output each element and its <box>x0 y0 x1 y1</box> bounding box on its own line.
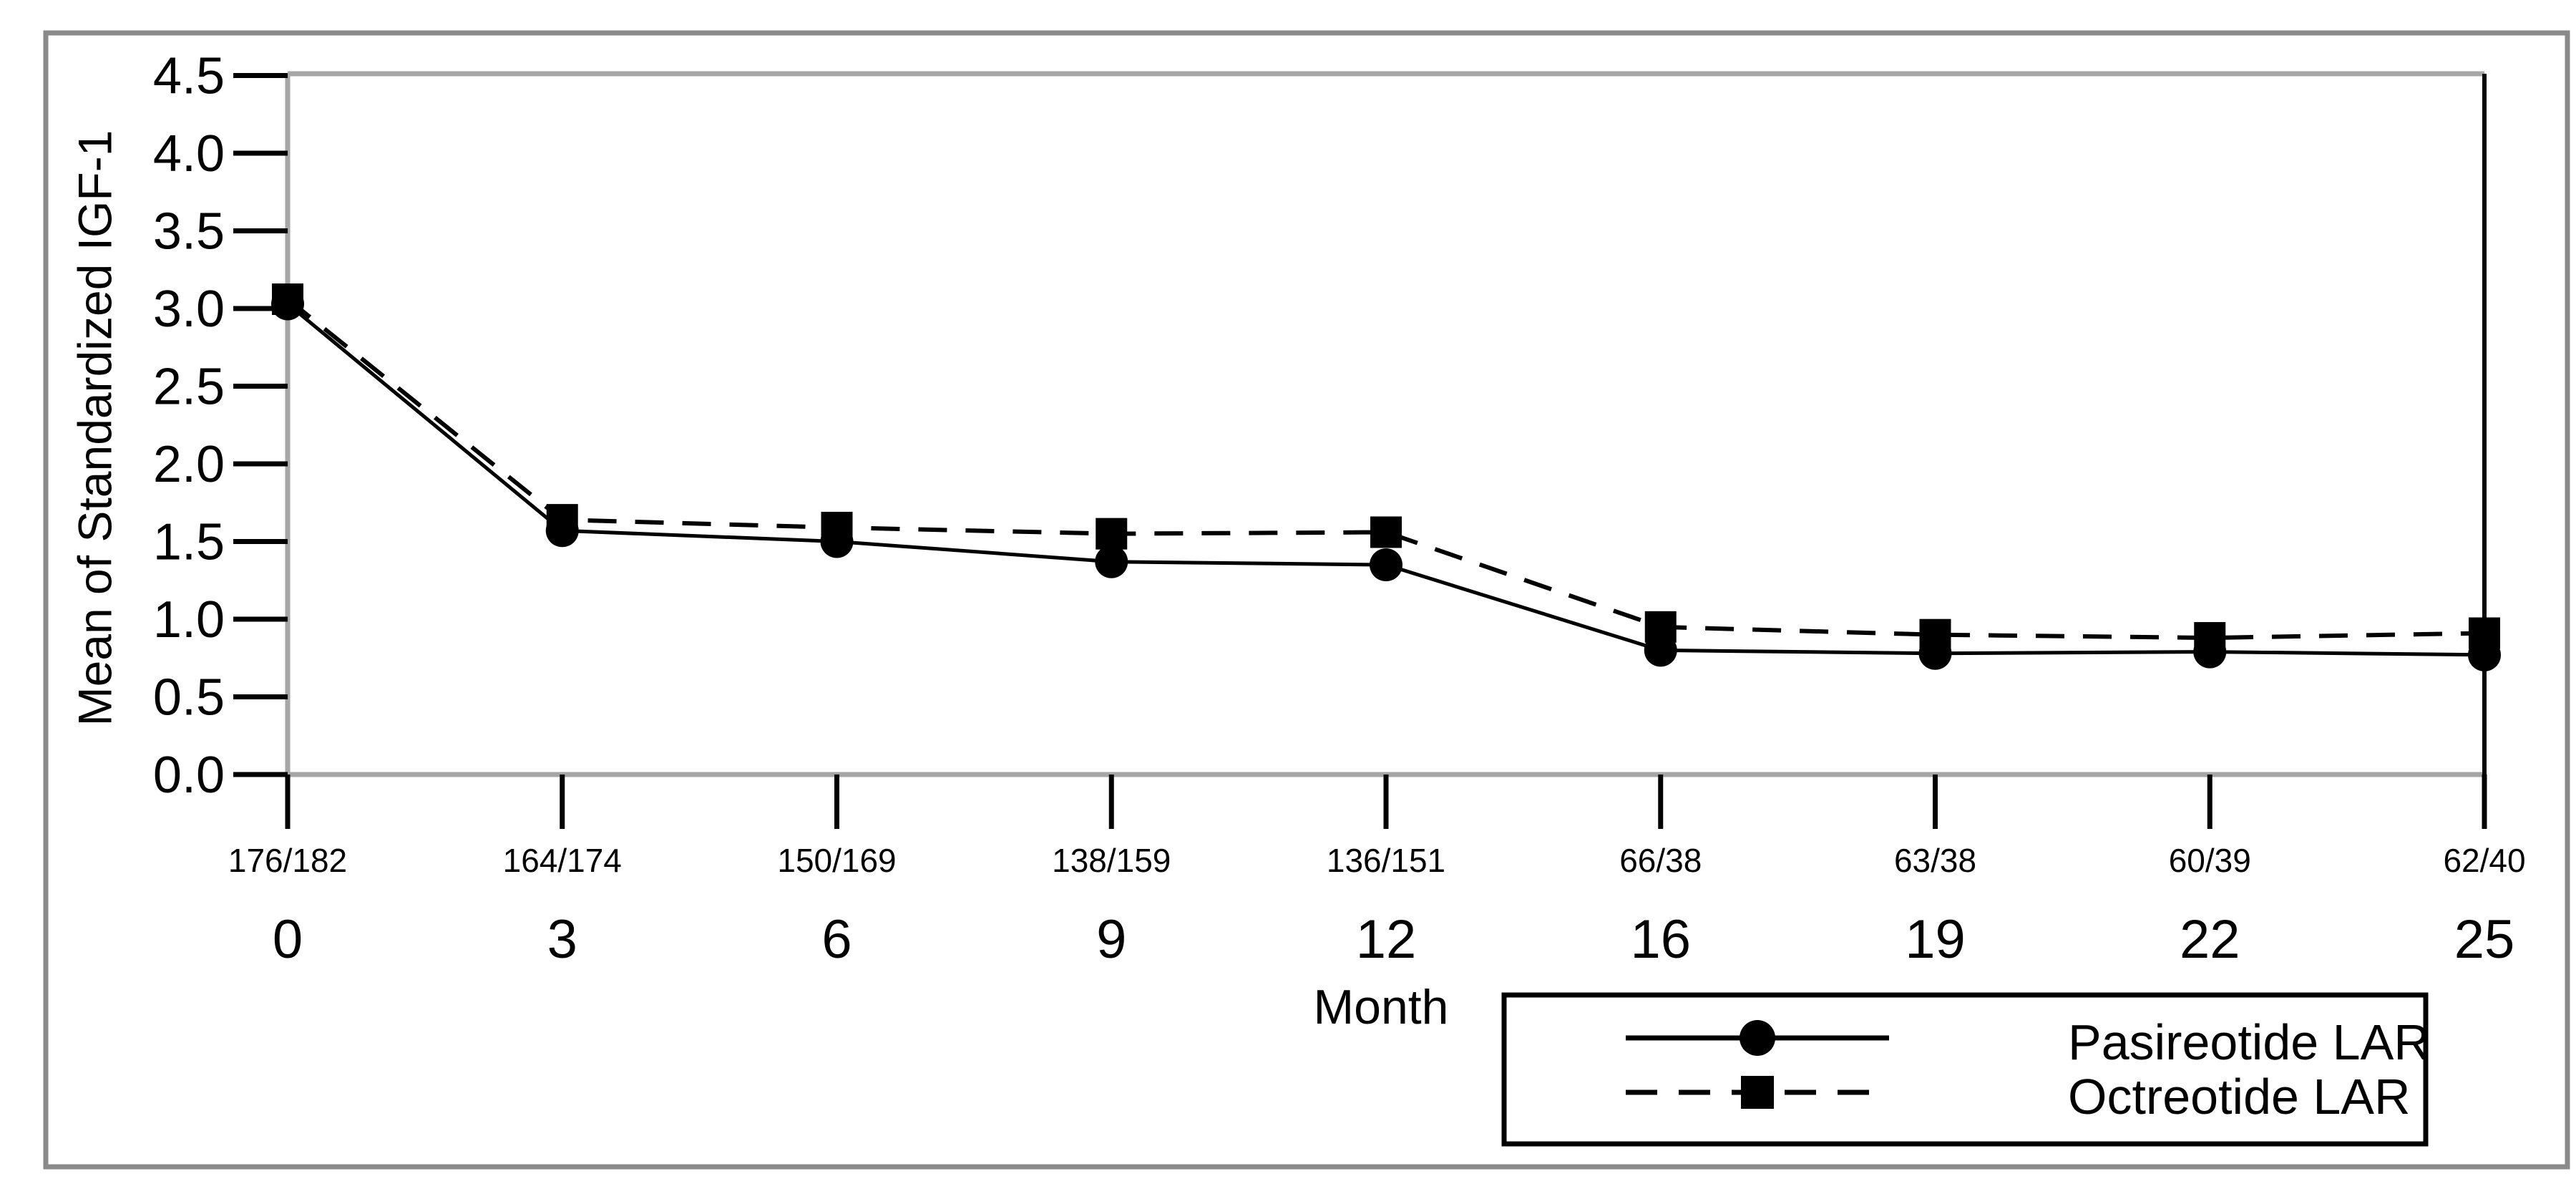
sample-size-label: 164/174 <box>503 842 622 879</box>
legend-square-marker-icon <box>1741 1076 1774 1109</box>
x-tick-label: 6 <box>821 909 852 970</box>
data-point-square <box>2469 617 2500 649</box>
data-point-circle <box>1370 548 1402 582</box>
sample-size-label: 150/169 <box>777 842 896 879</box>
legend-box <box>1501 992 2429 1147</box>
data-point-square <box>272 283 303 315</box>
y-tick-label: 4.5 <box>153 48 225 105</box>
x-axis-title: Month <box>1314 980 1449 1034</box>
y-tick-label: 0.5 <box>153 669 225 727</box>
sample-size-label: 138/159 <box>1052 842 1171 879</box>
legend-label: Octreotide LAR <box>2068 1069 2411 1125</box>
sample-size-label: 63/38 <box>1894 842 1976 879</box>
sample-size-label: 66/38 <box>1619 842 1702 879</box>
y-tick-label: 3.5 <box>153 203 225 261</box>
data-point-square <box>546 504 578 536</box>
x-tick-label: 16 <box>1630 909 1691 970</box>
x-tick-label: 0 <box>273 909 303 970</box>
data-point-square <box>1644 611 1677 643</box>
x-axis: 176/182 0 164/174 3 150/169 6 138/159 9 136/151 1… <box>228 775 2526 970</box>
x-tick-label: 25 <box>2454 909 2515 970</box>
y-tick-label: 4.0 <box>153 125 225 183</box>
x-tick-label: 22 <box>2180 909 2240 970</box>
sample-size-label: 60/39 <box>2169 842 2251 879</box>
y-tick-label: 2.0 <box>153 436 225 493</box>
x-tick-label: 9 <box>1096 909 1126 970</box>
y-tick-label: 3.0 <box>153 281 225 338</box>
x-tick-label: 12 <box>1356 909 1417 970</box>
data-point-square <box>1096 518 1128 550</box>
y-axis-title: Mean of Standardized IGF-1 <box>68 130 121 727</box>
series-line-square <box>286 297 2485 641</box>
data-point-square <box>2194 622 2226 654</box>
y-axis: 0.0 0.5 1.0 1.5 2.0 2.5 3.0 3.5 4.0 4.5 <box>153 48 288 804</box>
legend-label: Pasireotide LAR <box>2068 1014 2430 1070</box>
y-tick-label: 1.0 <box>153 591 225 649</box>
plot-frame <box>285 71 2487 777</box>
x-tick-label: 3 <box>547 909 577 970</box>
y-tick-label: 0.0 <box>153 747 225 804</box>
data-point-circle <box>1095 545 1128 578</box>
legend-circle-marker-icon <box>1740 1020 1775 1056</box>
series-line-circle <box>286 302 2485 657</box>
y-tick-label: 1.5 <box>153 514 225 571</box>
data-point-square <box>1919 618 1951 651</box>
y-tick-label: 2.5 <box>153 359 225 416</box>
x-tick-label: 19 <box>1905 909 1966 970</box>
figure-border <box>43 30 2570 1170</box>
series-layer <box>271 283 2501 671</box>
data-point-square <box>821 511 853 543</box>
data-point-square <box>1370 516 1402 548</box>
sample-size-label: 136/151 <box>1327 842 1445 879</box>
sample-size-label: 176/182 <box>228 842 347 879</box>
sample-size-label: 62/40 <box>2443 842 2525 879</box>
